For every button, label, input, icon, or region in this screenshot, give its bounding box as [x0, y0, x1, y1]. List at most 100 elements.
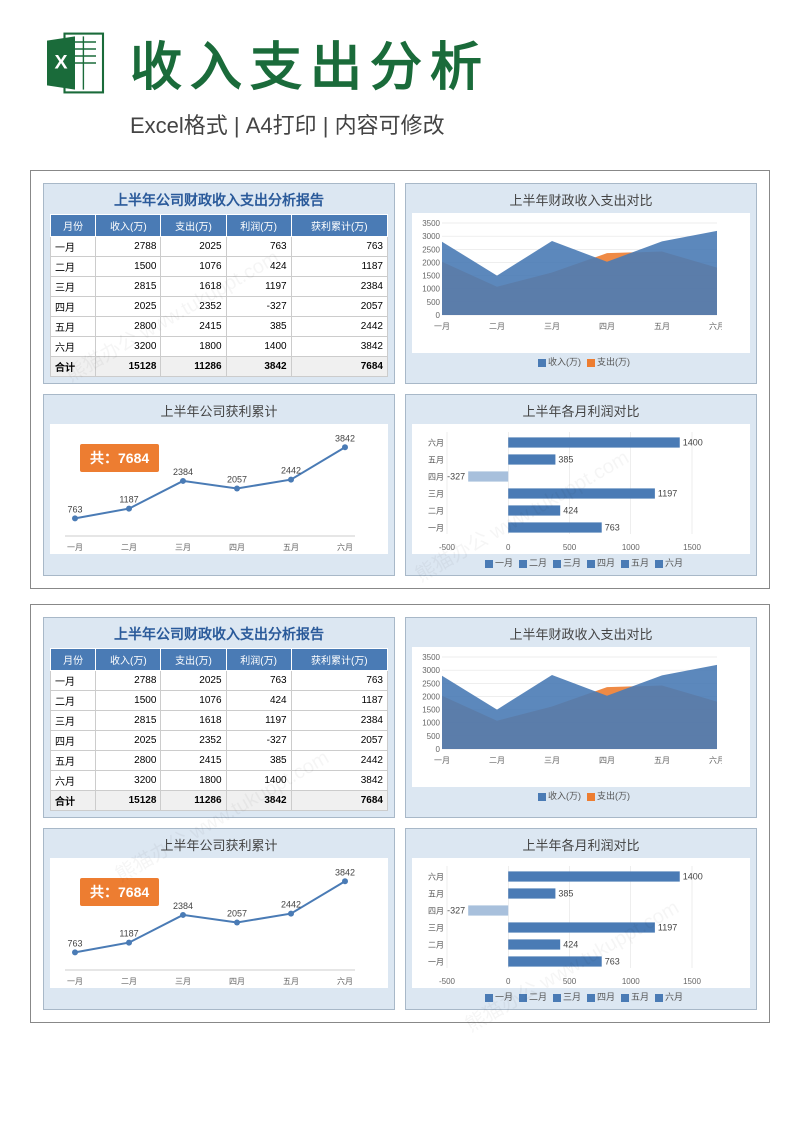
svg-text:2442: 2442 — [281, 900, 301, 910]
table-row: 三月2815161811972384 — [51, 711, 388, 731]
svg-text:四月: 四月 — [599, 322, 615, 331]
svg-text:五月: 五月 — [283, 543, 299, 552]
col-header: 支出(万) — [161, 215, 226, 237]
svg-text:3500: 3500 — [422, 219, 440, 228]
svg-text:五月: 五月 — [654, 756, 670, 765]
svg-text:1500: 1500 — [422, 706, 440, 715]
svg-text:2500: 2500 — [422, 679, 440, 688]
svg-text:385: 385 — [558, 889, 573, 899]
total-badge: 共：7684 — [80, 444, 159, 472]
svg-text:五月: 五月 — [428, 890, 444, 899]
line-chart: 共：7684 76311872384205724423842一月二月三月四月五月… — [50, 858, 388, 988]
bar-chart: -500050010001500六月1400五月385四月-327三月1197二… — [412, 858, 750, 988]
svg-text:2057: 2057 — [227, 474, 247, 484]
area-chart: 0500100015002000250030003500一月二月三月四月五月六月 — [412, 647, 750, 787]
svg-text:六月: 六月 — [709, 321, 722, 331]
svg-text:763: 763 — [605, 523, 620, 533]
svg-text:三月: 三月 — [544, 756, 560, 765]
table-row: 四月20252352-3272057 — [51, 297, 388, 317]
svg-text:三月: 三月 — [428, 924, 444, 933]
header-banner: X 收入支出分析 Excel格式 | A4打印 | 内容可修改 — [0, 0, 800, 155]
svg-text:763: 763 — [67, 504, 82, 514]
svg-text:三月: 三月 — [544, 322, 560, 331]
report-sheet: 上半年公司财政收入支出分析报告 月份收入(万)支出(万)利润(万)获利累计(万)… — [30, 604, 770, 1023]
total-badge: 共：7684 — [80, 878, 159, 906]
svg-text:500: 500 — [563, 977, 577, 986]
area-legend: 收入(万)支出(万) — [412, 355, 750, 368]
svg-text:-500: -500 — [439, 543, 456, 552]
table-row: 五月280024153852442 — [51, 317, 388, 337]
svg-text:一月: 一月 — [67, 977, 83, 986]
svg-text:424: 424 — [563, 506, 578, 516]
svg-text:2500: 2500 — [422, 245, 440, 254]
col-header: 收入(万) — [96, 649, 161, 671]
svg-text:一月: 一月 — [67, 543, 83, 552]
bar-legend: 一月二月三月四月五月六月 — [412, 556, 750, 569]
col-header: 支出(万) — [161, 649, 226, 671]
svg-text:二月: 二月 — [489, 322, 505, 331]
svg-text:二月: 二月 — [121, 977, 137, 986]
svg-text:-327: -327 — [447, 906, 465, 916]
subtitle: Excel格式 | A4打印 | 内容可修改 — [130, 108, 760, 140]
svg-text:1197: 1197 — [658, 923, 677, 933]
table-row: 六月3200180014003842 — [51, 771, 388, 791]
svg-text:3842: 3842 — [335, 433, 355, 443]
bar-chart-panel: 上半年各月利润对比 -500050010001500六月1400五月385四月-… — [405, 394, 757, 576]
svg-text:1000: 1000 — [422, 285, 440, 294]
bar-chart-title: 上半年各月利润对比 — [412, 401, 750, 420]
table-row: 三月2815161811972384 — [51, 277, 388, 297]
svg-text:3842: 3842 — [335, 867, 355, 877]
svg-text:1187: 1187 — [119, 495, 138, 505]
svg-text:一月: 一月 — [434, 322, 450, 331]
svg-text:1000: 1000 — [622, 977, 640, 986]
line-chart-panel: 上半年公司获利累计 共：7684 76311872384205724423842… — [43, 828, 395, 1010]
svg-text:二月: 二月 — [428, 507, 444, 516]
svg-text:0: 0 — [436, 311, 441, 320]
svg-text:1400: 1400 — [683, 438, 703, 448]
svg-text:500: 500 — [427, 298, 441, 307]
svg-text:三月: 三月 — [175, 543, 191, 552]
table-row: 六月3200180014003842 — [51, 337, 388, 357]
bar-chart-panel: 上半年各月利润对比 -500050010001500六月1400五月385四月-… — [405, 828, 757, 1010]
svg-text:X: X — [54, 51, 67, 73]
main-title: 收入支出分析 — [130, 25, 490, 100]
col-header: 月份 — [51, 215, 96, 237]
excel-icon: X — [40, 28, 110, 98]
svg-text:2000: 2000 — [422, 692, 440, 701]
area-chart-title: 上半年财政收入支出对比 — [412, 190, 750, 209]
svg-text:六月: 六月 — [428, 872, 444, 882]
svg-text:2442: 2442 — [281, 466, 301, 476]
svg-text:二月: 二月 — [428, 941, 444, 950]
svg-text:1187: 1187 — [119, 929, 138, 939]
svg-text:-327: -327 — [447, 472, 465, 482]
svg-text:-500: -500 — [439, 977, 456, 986]
table-row: 二月150010764241187 — [51, 257, 388, 277]
area-chart-panel: 上半年财政收入支出对比 0500100015002000250030003500… — [405, 617, 757, 818]
svg-text:六月: 六月 — [337, 542, 353, 552]
svg-text:0: 0 — [436, 745, 441, 754]
table-row: 一月27882025763763 — [51, 237, 388, 257]
svg-text:500: 500 — [427, 732, 441, 741]
svg-text:1500: 1500 — [422, 272, 440, 281]
bar-chart-title: 上半年各月利润对比 — [412, 835, 750, 854]
line-chart-title: 上半年公司获利累计 — [50, 401, 388, 420]
svg-text:五月: 五月 — [283, 977, 299, 986]
line-chart-title: 上半年公司获利累计 — [50, 835, 388, 854]
svg-text:500: 500 — [563, 543, 577, 552]
table-title: 上半年公司财政收入支出分析报告 — [50, 624, 388, 644]
col-header: 获利累计(万) — [291, 649, 387, 671]
svg-text:763: 763 — [67, 938, 82, 948]
svg-text:0: 0 — [506, 977, 511, 986]
col-header: 收入(万) — [96, 215, 161, 237]
svg-text:三月: 三月 — [175, 977, 191, 986]
svg-text:六月: 六月 — [709, 755, 722, 765]
table-row: 合计151281128638427684 — [51, 357, 388, 377]
data-table-panel: 上半年公司财政收入支出分析报告 月份收入(万)支出(万)利润(万)获利累计(万)… — [43, 617, 395, 818]
svg-text:3500: 3500 — [422, 653, 440, 662]
col-header: 利润(万) — [226, 649, 291, 671]
svg-text:一月: 一月 — [434, 756, 450, 765]
svg-text:五月: 五月 — [654, 322, 670, 331]
svg-text:四月: 四月 — [599, 756, 615, 765]
bar-legend: 一月二月三月四月五月六月 — [412, 990, 750, 1003]
svg-text:0: 0 — [506, 543, 511, 552]
